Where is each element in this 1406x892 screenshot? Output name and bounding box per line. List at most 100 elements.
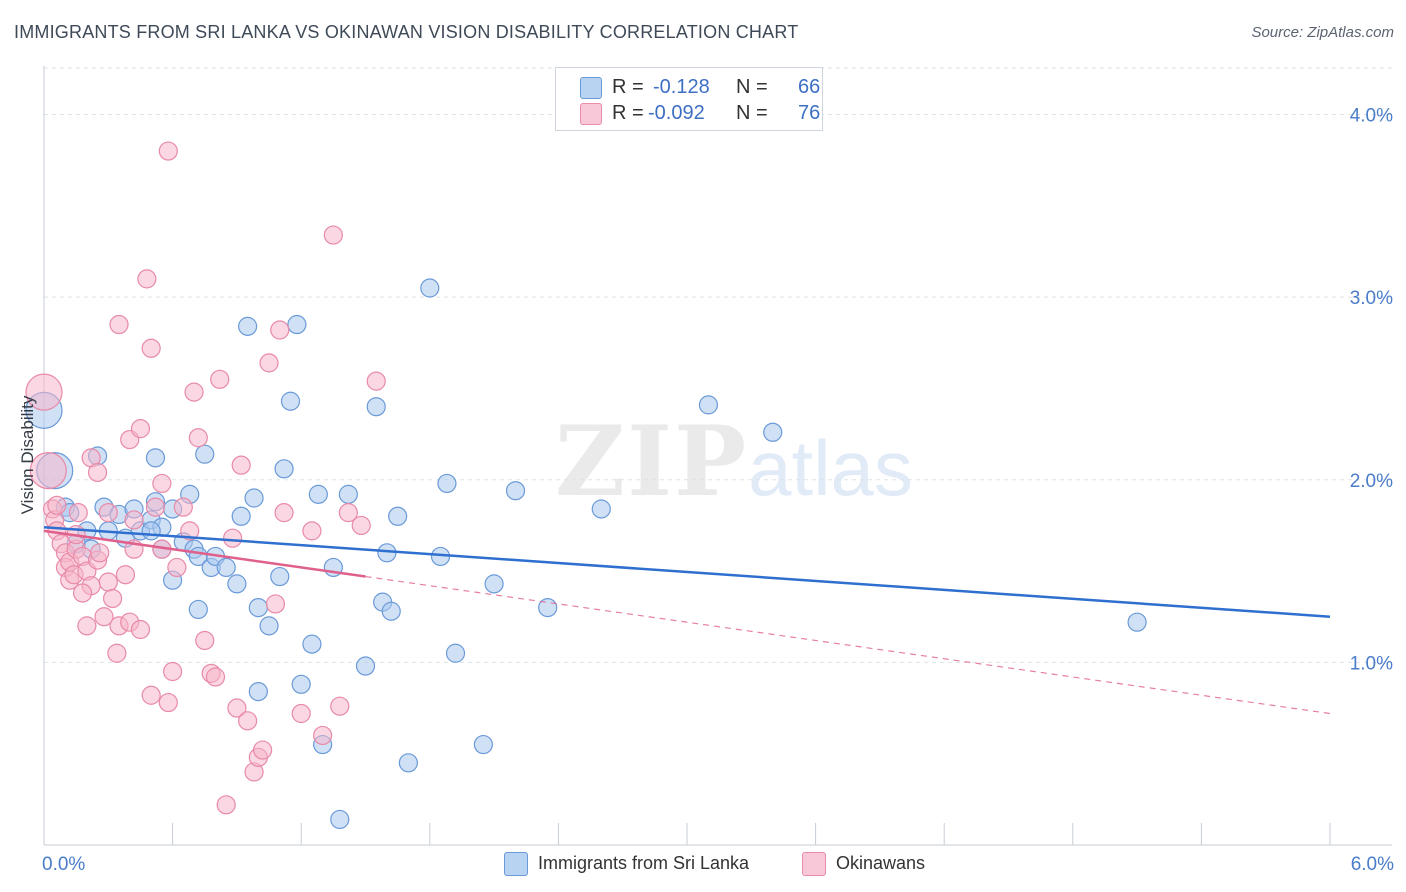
legend-n-label: N =	[736, 76, 768, 98]
okinawans-point	[223, 528, 243, 548]
sri-lanka-point	[274, 459, 294, 479]
sri-lanka-point	[302, 634, 322, 654]
sri-lanka-point	[420, 278, 440, 298]
okinawans-point	[90, 543, 110, 563]
okinawans-point	[253, 740, 273, 760]
okinawans-point	[98, 572, 118, 592]
bottom-legend-label: Okinawans	[836, 853, 926, 873]
bottom-legend-swatch-blue	[504, 852, 528, 876]
correlation-legend: R = -0.128 N = 66 R = -0.092 N = 76	[555, 67, 823, 131]
okinawans-point	[152, 473, 172, 494]
okinawans-point	[94, 607, 114, 627]
legend-n-value: 66	[798, 76, 821, 98]
okinawans-point	[330, 696, 350, 716]
sri-lanka-point	[188, 599, 208, 620]
sri-lanka-point	[377, 543, 397, 563]
okinawans-point	[265, 594, 286, 614]
okinawans-point	[366, 371, 386, 391]
y-tick-label: 1.0%	[1350, 653, 1393, 674]
okinawans-point	[25, 373, 63, 411]
okinawans-trend-line	[43, 529, 366, 578]
sri-lanka-point	[244, 488, 264, 508]
okinawans-point	[205, 667, 226, 687]
legend-swatch-blue	[580, 77, 602, 99]
x-tick-label: 0.0%	[42, 854, 85, 875]
sri-lanka-point	[248, 597, 268, 618]
okinawans-point	[302, 521, 322, 541]
sri-lanka-point	[505, 481, 526, 501]
okinawans-point	[188, 428, 208, 448]
sri-lanka-trend-line	[43, 525, 1331, 618]
okinawans-point	[109, 314, 129, 335]
sri-lanka-point	[388, 506, 408, 526]
sri-lanka-point	[1127, 612, 1147, 632]
bottom-legend-label: Immigrants from Sri Lanka	[538, 853, 750, 873]
sri-lanka-point	[338, 484, 358, 504]
okinawans-point	[158, 141, 178, 161]
sri-lanka-point	[195, 444, 215, 464]
sri-lanka-point	[227, 574, 247, 594]
okinawans-point	[72, 583, 93, 603]
sri-lanka-point	[763, 422, 783, 442]
watermark-zip: ZIP	[555, 405, 749, 518]
okinawans-point	[115, 565, 136, 585]
sri-lanka-point	[141, 521, 161, 541]
okinawans-point	[216, 795, 236, 815]
trend-lines	[43, 525, 1331, 715]
sri-lanka-point	[445, 643, 466, 663]
sri-lanka-point	[291, 674, 311, 694]
sri-lanka-point	[355, 656, 376, 676]
okinawans-point	[87, 462, 108, 483]
okinawans-point	[274, 503, 294, 523]
okinawans-point	[29, 452, 67, 490]
legend-r-value: -0.128	[653, 76, 710, 98]
okinawans-point	[98, 503, 118, 523]
okinawans-point	[195, 630, 215, 651]
sri-lanka-point	[287, 314, 307, 335]
legend-r-value: -0.092	[648, 102, 705, 124]
okinawans-point	[238, 711, 258, 731]
source-credit: Source: ZipAtlas.com	[1251, 24, 1394, 41]
tick-labels: 1.0% 2.0% 3.0% 4.0% 0.0% 6.0%	[42, 106, 1394, 875]
okinawans-point	[47, 495, 67, 515]
okinawans-point	[338, 503, 358, 523]
okinawans-point	[231, 455, 251, 475]
okinawans-point	[145, 497, 166, 517]
sri-lanka-point	[248, 681, 268, 702]
okinawans-point	[173, 497, 193, 517]
sri-lanka-point	[259, 616, 279, 636]
okinawans-point	[137, 269, 157, 289]
sri-lanka-point	[308, 484, 328, 504]
okinawans-point	[107, 643, 127, 663]
okinawans-point	[141, 338, 161, 358]
chart-title: IMMIGRANTS FROM SRI LANKA VS OKINAWAN VI…	[14, 22, 799, 42]
sri-lanka-point	[437, 473, 457, 494]
y-axis-title: Vision Disability	[18, 395, 37, 515]
okinawans-point	[163, 661, 183, 682]
okinawans-point	[77, 616, 97, 636]
okinawans-point	[259, 353, 279, 373]
okinawans-point	[167, 557, 187, 578]
series-sri-lanka-points	[25, 278, 1147, 830]
okinawans-point	[210, 369, 230, 389]
okinawans-point	[124, 510, 144, 530]
legend-r-label: R =	[612, 76, 644, 98]
okinawans-point	[323, 225, 343, 245]
sri-lanka-point	[330, 809, 350, 830]
okinawans-point	[102, 588, 123, 609]
sri-lanka-point	[366, 397, 386, 417]
sri-lanka-point	[381, 601, 401, 621]
okinawans-point	[68, 503, 88, 523]
okinawans-point	[351, 515, 371, 536]
sri-lanka-point	[270, 566, 290, 587]
legend-n-label: N =	[736, 102, 768, 124]
y-tick-label: 2.0%	[1350, 471, 1393, 492]
y-tick-label: 4.0%	[1350, 106, 1393, 127]
sri-lanka-point	[231, 506, 251, 526]
sri-lanka-point	[698, 395, 719, 415]
sri-lanka-point	[145, 448, 166, 468]
legend-n-value: 76	[798, 102, 821, 124]
legend-r-label: R =	[612, 102, 644, 124]
okinawans-point	[313, 725, 333, 746]
